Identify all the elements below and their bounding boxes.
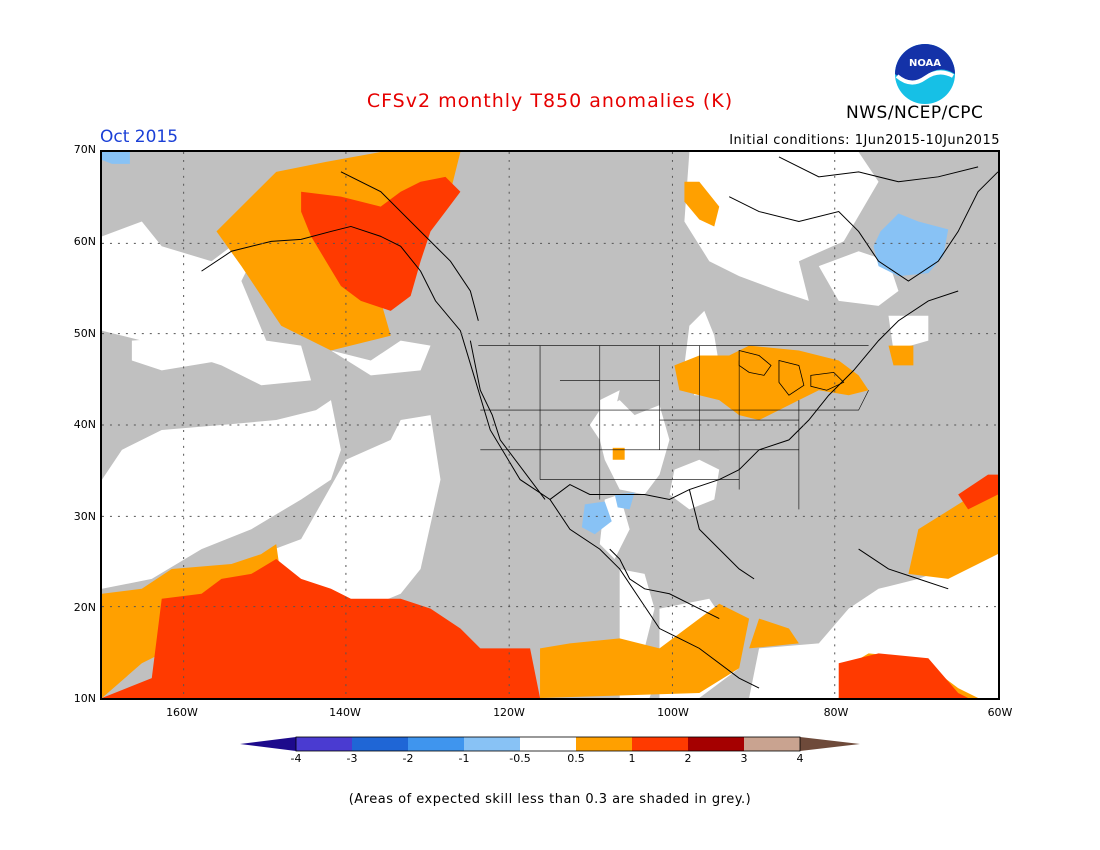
lon-label-120w: 120W	[493, 706, 525, 719]
colorbar-swatch	[688, 737, 744, 751]
noaa-logo: NOAA	[895, 44, 955, 104]
anomaly-map-svg	[102, 152, 998, 698]
colorbar-swatch	[632, 737, 688, 751]
colorbar-swatch	[352, 737, 408, 751]
coastlines	[201, 156, 998, 689]
colorbar-label: 2	[684, 752, 692, 765]
colorbar-label: -0.5	[509, 752, 531, 765]
lon-label-100w: 100W	[657, 706, 689, 719]
lat-label-70n: 70N	[73, 143, 96, 156]
lat-label-10n: 10N	[73, 692, 96, 705]
forecast-month: Oct 2015	[100, 127, 179, 147]
colorbar-swatch	[576, 737, 632, 751]
colorbar-label: 1	[628, 752, 636, 765]
lat-label-30n: 30N	[73, 510, 96, 523]
organization-label: NWS/NCEP/CPC	[846, 103, 984, 123]
lon-label-160w: 160W	[166, 706, 198, 719]
colorbar-label: -3	[346, 752, 358, 765]
great-lakes	[738, 350, 845, 396]
colorbar-label: -2	[402, 752, 414, 765]
colorbar-label: 3	[740, 752, 748, 765]
noaa-logo-text: NOAA	[909, 58, 941, 69]
colorbar-swatch	[408, 737, 464, 751]
anomaly-map	[100, 150, 1000, 700]
colorbar-label: 0.5	[567, 752, 585, 765]
colorbar-label: -4	[290, 752, 302, 765]
colorbar-label: -1	[458, 752, 470, 765]
graticule	[102, 152, 998, 698]
colorbar-label: 4	[796, 752, 804, 765]
lat-label-40n: 40N	[73, 418, 96, 431]
colorbar-swatch	[520, 737, 576, 751]
below-normal-areas	[102, 152, 949, 535]
colorbar-swatch-below-min	[240, 737, 296, 751]
lon-label-140w: 140W	[329, 706, 361, 719]
colorbar-swatch	[296, 737, 352, 751]
lon-label-80w: 80W	[823, 706, 849, 719]
lat-label-20n: 20N	[73, 601, 96, 614]
initial-conditions: Initial conditions: 1Jun2015-10Jun2015	[729, 133, 1000, 148]
colorbar-swatch	[464, 737, 520, 751]
lon-label-60w: 60W	[987, 706, 1013, 719]
map-title: CFSv2 monthly T850 anomalies (K)	[366, 90, 734, 112]
colorbar-swatch-above-max	[800, 737, 860, 751]
footnote: (Areas of expected skill less than 0.3 a…	[348, 792, 752, 807]
lat-label-60n: 60N	[73, 235, 96, 248]
lat-label-50n: 50N	[73, 327, 96, 340]
state-borders	[478, 345, 869, 510]
warm-anomaly-areas	[102, 176, 998, 698]
colorbar	[240, 736, 860, 752]
colorbar-swatch	[744, 737, 800, 751]
